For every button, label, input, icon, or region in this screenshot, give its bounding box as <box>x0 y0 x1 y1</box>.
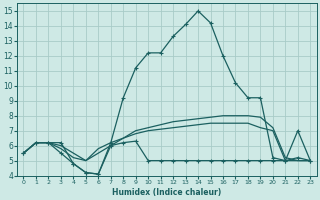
X-axis label: Humidex (Indice chaleur): Humidex (Indice chaleur) <box>112 188 221 197</box>
